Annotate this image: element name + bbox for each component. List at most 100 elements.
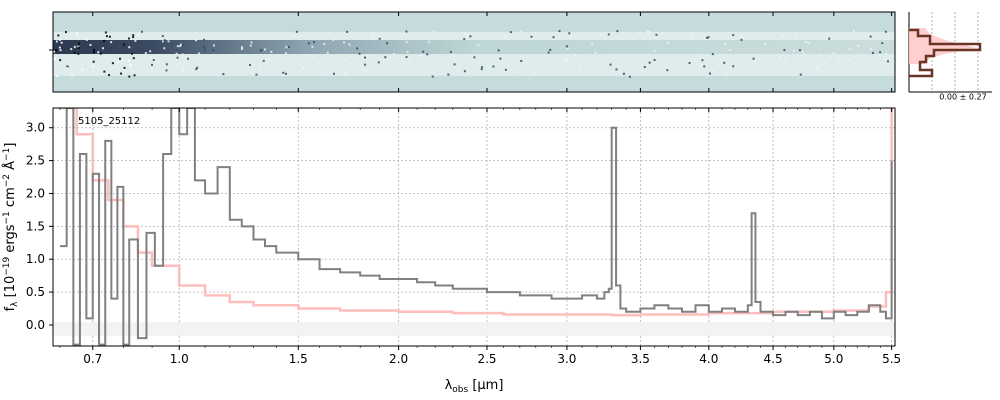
noise-pixel [599,34,602,37]
noise-pixel [469,35,472,38]
noise-pixel [363,56,366,59]
noise-pixel [104,31,107,34]
noise-pixel [607,33,610,36]
y-tick-label: 0.5 [26,285,45,299]
noise-pixel [703,65,706,68]
noise-pixel [781,34,784,37]
noise-pixel [302,66,305,69]
noise-pixel [176,45,179,48]
noise-pixel [871,52,874,55]
noise-pixel [521,67,524,70]
x-tick-label: 2.5 [477,352,496,366]
noise-pixel [660,32,663,35]
noise-pixel [653,50,656,53]
noise-pixel [344,72,347,75]
noise-pixel [108,35,111,38]
noise-pixel [740,35,743,38]
noise-pixel [530,35,533,38]
noise-pixel [78,42,81,45]
noise-pixel [643,36,646,39]
noise-pixel [66,65,69,68]
noise-pixel [591,42,594,45]
noise-pixel [707,36,710,39]
noise-pixel [127,59,130,62]
noise-pixel [208,32,211,35]
noise-pixel [384,56,387,59]
noise-pixel [123,66,126,69]
noise-pixel [149,50,152,53]
noise-pixel [322,72,325,75]
noise-pixel [879,51,882,54]
noise-pixel [666,69,669,72]
x-tick-label: 3.0 [557,352,576,366]
noise-pixel [92,60,95,63]
noise-pixel [689,34,692,37]
noise-pixel [364,63,367,66]
noise-pixel [128,46,131,49]
x-tick-label: 1.5 [289,352,308,366]
noise-pixel [818,64,821,67]
noise-pixel [711,70,714,73]
noise-pixel [212,44,215,47]
noise-pixel [708,72,711,75]
noise-pixel [332,72,335,75]
noise-pixel [558,30,561,33]
noise-pixel [343,59,346,62]
noise-pixel [794,33,797,36]
noise-pixel [356,47,359,50]
noise-pixel [285,52,288,55]
noise-pixel [196,66,199,69]
noise-pixel [655,33,658,36]
2d-trace-core [53,40,895,54]
noise-pixel [884,30,887,33]
2d-panel-ticks [49,12,893,92]
noise-pixel [499,57,502,60]
flux-line [59,108,893,346]
noise-pixel [144,51,147,54]
noise-pixel [53,50,56,53]
noise-pixel [64,31,67,34]
noise-pixel [628,75,631,78]
noise-pixel [732,65,735,68]
noise-pixel [886,60,889,63]
noise-pixel [405,56,408,59]
noise-pixel [77,46,80,49]
noise-pixel [452,53,455,56]
y-tick-label: 1.0 [26,252,45,266]
noise-pixel [203,38,206,41]
noise-pixel [816,66,819,69]
noise-pixel [884,67,887,70]
noise-pixel [53,58,56,61]
noise-pixel [426,53,429,56]
noise-pixel [361,68,364,71]
noise-pixel [799,73,802,76]
noise-pixel [567,35,570,38]
noise-pixel [136,34,139,37]
y-tick-label: 3.0 [26,121,45,135]
noise-pixel [828,37,831,40]
noise-pixel [318,62,321,65]
noise-pixel [165,69,168,72]
noise-pixel [367,62,370,65]
noise-pixel [176,56,179,59]
noise-pixel [249,64,252,67]
noise-pixel [805,40,808,43]
noise-pixel [518,71,521,74]
noise-pixel [667,41,670,44]
noise-pixel [403,63,406,66]
noise-pixel [512,70,515,73]
noise-pixel [308,31,311,34]
noise-pixel [419,55,422,58]
noise-pixel [480,70,483,73]
noise-pixel [643,66,646,69]
noise-pixel [281,74,284,77]
noise-pixel [843,37,846,40]
noise-pixel [473,56,476,59]
noise-pixel [520,60,523,63]
noise-pixel [268,58,271,61]
noise-pixel [878,53,881,56]
noise-pixel [295,30,298,33]
noise-pixel [165,63,168,66]
noise-pixel [377,61,380,64]
